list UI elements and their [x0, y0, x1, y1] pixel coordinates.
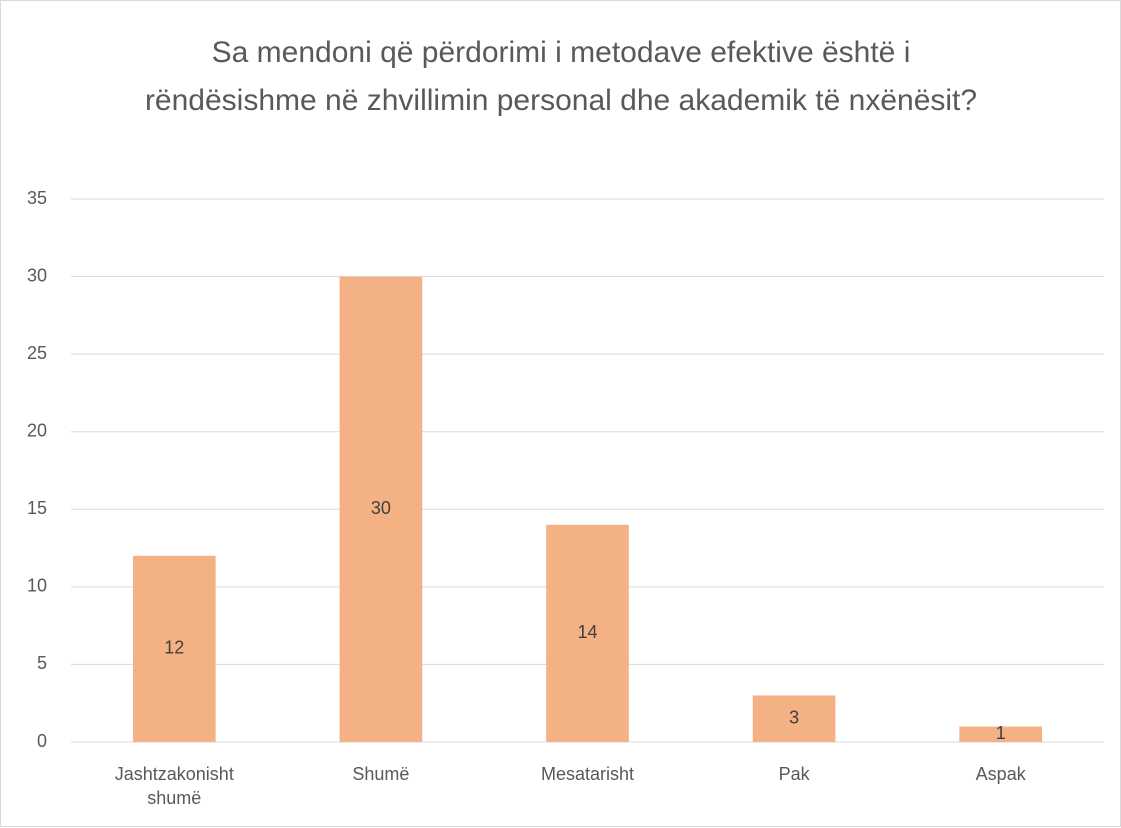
x-tick-label: Shumë: [352, 764, 410, 784]
bar: [752, 695, 836, 742]
x-tick-label: Aspak: [975, 764, 1026, 784]
y-tick-label: 20: [27, 420, 47, 440]
x-tick-label: Mesatarisht: [540, 764, 635, 784]
bar: [546, 524, 629, 742]
y-tick-label: 5: [37, 653, 47, 673]
bar: [959, 726, 1043, 742]
y-tick-label: 10: [27, 576, 47, 596]
y-tick-label: 30: [27, 265, 47, 285]
y-tick-label: 0: [37, 731, 47, 751]
bar: [132, 555, 216, 742]
x-tick-label: Pak: [778, 764, 810, 784]
data-label: 3: [789, 707, 799, 727]
data-label: 1: [996, 723, 1006, 743]
data-label: 14: [577, 622, 597, 642]
x-tick-label: Jashtzakonisht shumë: [114, 764, 234, 808]
chart-title: Sa mendoni që përdorimi i metodave efekt…: [144, 36, 978, 117]
data-label: 30: [371, 498, 391, 518]
y-tick-label: 35: [27, 188, 47, 208]
bar: [339, 276, 423, 742]
data-label: 12: [164, 638, 184, 658]
y-tick-label: 15: [27, 498, 47, 518]
y-tick-label: 25: [27, 343, 47, 363]
